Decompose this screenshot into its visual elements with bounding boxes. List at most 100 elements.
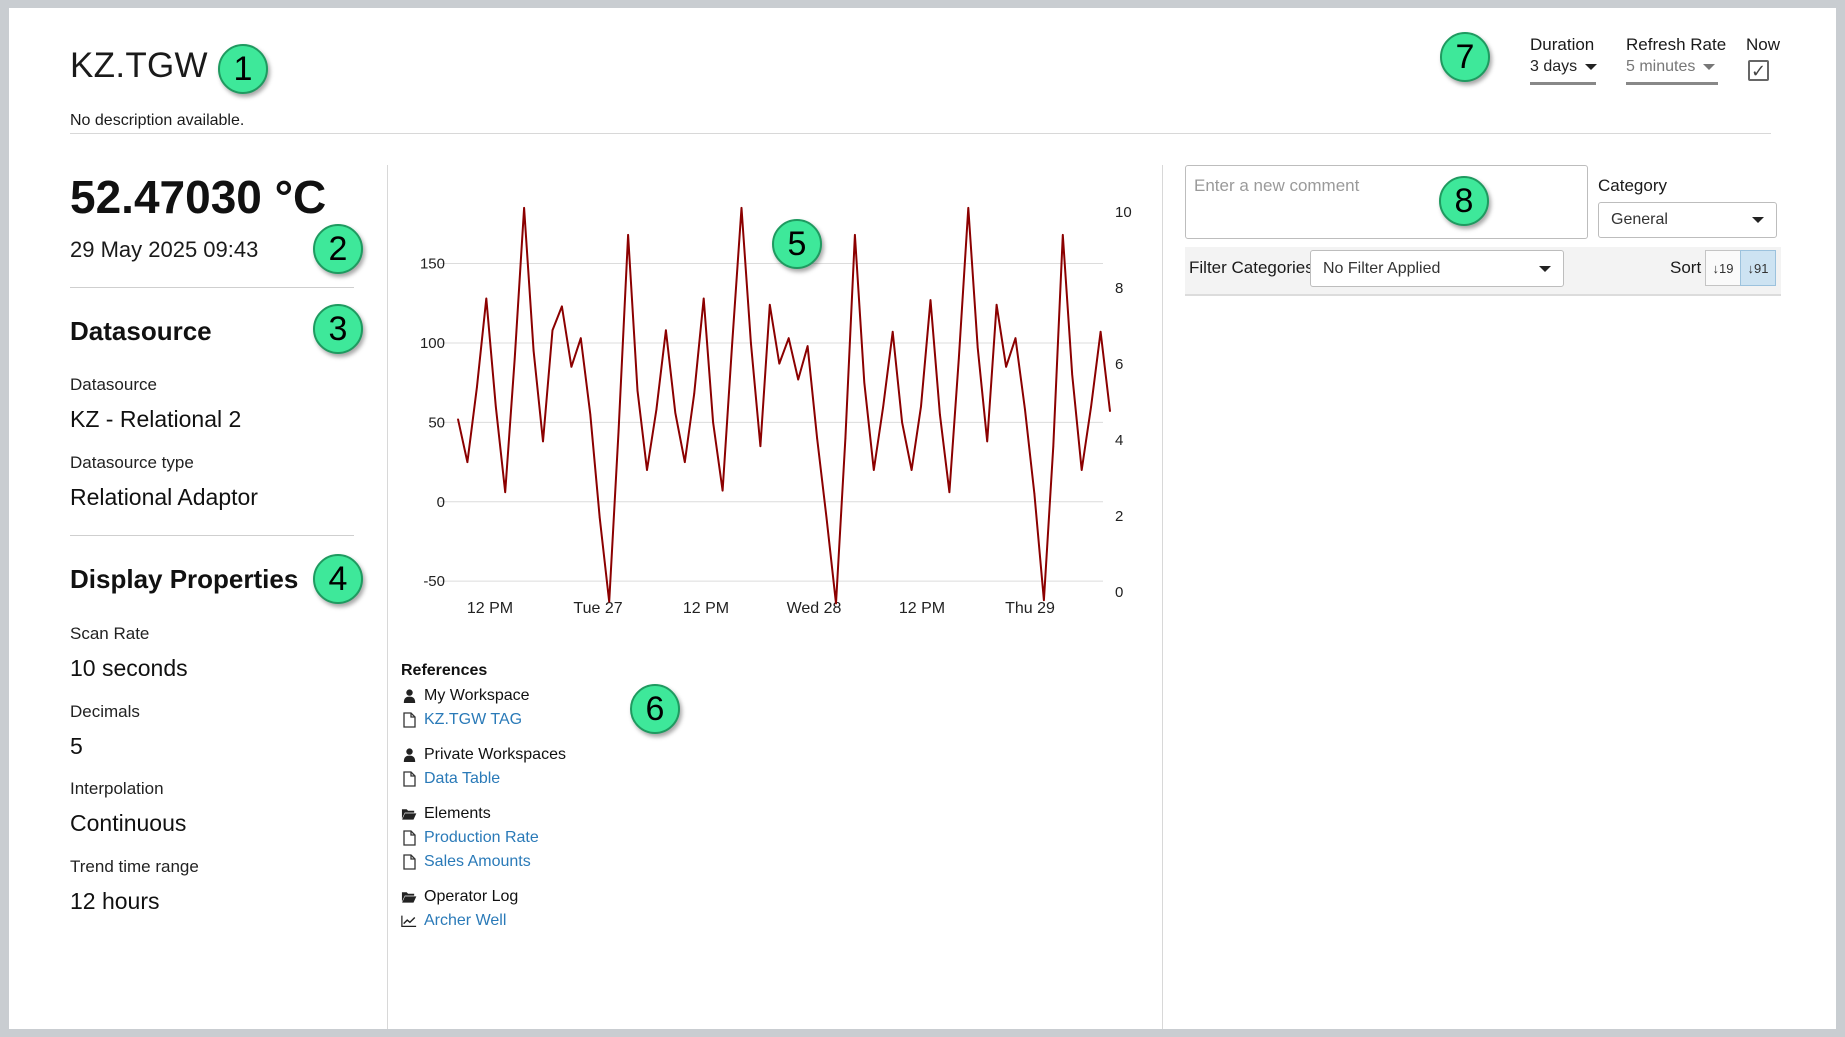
data-point — [712, 421, 714, 424]
data-point — [910, 469, 913, 471]
scan-rate-label: Scan Rate — [70, 624, 150, 643]
data-point — [1024, 408, 1026, 411]
x-tick-label: Tue 27 — [573, 600, 622, 617]
duration-label: Duration — [1530, 35, 1595, 54]
data-point — [976, 346, 979, 349]
reference-link-label[interactable]: Data Table — [424, 770, 501, 787]
decimals-label: Decimals — [70, 702, 140, 721]
data-point — [901, 421, 903, 424]
data-point — [929, 299, 932, 301]
filter-categories-select[interactable]: No Filter Applied — [1310, 250, 1564, 287]
data-point — [466, 461, 469, 463]
marker-badge: 7 — [1440, 32, 1490, 82]
reference-link-label[interactable]: KZ.TGW TAG — [424, 711, 523, 728]
category-select[interactable]: General — [1598, 202, 1777, 238]
reference-link[interactable]: Production Rate — [401, 826, 566, 850]
y-tick-label-right: 6 — [1115, 356, 1123, 373]
reference-group: Private Workspaces Data Table — [401, 743, 566, 791]
marker-badge: 2 — [313, 224, 363, 274]
data-point — [1090, 405, 1092, 408]
data-point — [882, 405, 884, 408]
y-tick-label-right: 8 — [1115, 280, 1123, 297]
data-point — [513, 358, 516, 360]
comment-placeholder: Enter a new comment — [1194, 176, 1360, 195]
chevron-down-icon — [1539, 265, 1551, 272]
data-point — [958, 358, 960, 360]
y-tick-label-left: 100 — [420, 335, 445, 352]
x-tick-label: 12 PM — [899, 600, 945, 617]
y-tick-label-left: 0 — [437, 494, 445, 511]
filter-value: No Filter Applied — [1323, 259, 1441, 277]
reference-group-title: Operator Log — [424, 888, 519, 905]
sort-descending-icon[interactable]: ↓91 — [1740, 250, 1776, 286]
reference-link[interactable]: KZ.TGW TAG — [401, 708, 566, 732]
data-point — [665, 329, 667, 331]
refresh-rate-value: 5 minutes — [1626, 58, 1696, 75]
data-point — [1071, 373, 1073, 376]
x-tick-label: Wed 28 — [787, 600, 842, 617]
data-point — [1033, 493, 1036, 495]
folder-open-icon — [401, 889, 417, 905]
reference-link-label[interactable]: Production Rate — [424, 829, 539, 846]
data-point — [948, 491, 951, 494]
marker-badge: 3 — [313, 304, 363, 354]
column-divider — [1162, 165, 1163, 1029]
data-point — [1099, 331, 1102, 333]
data-point — [816, 437, 818, 439]
marker-badge: 4 — [313, 554, 363, 604]
data-point — [1109, 410, 1111, 412]
data-point — [532, 350, 535, 352]
reference-group: Operator Log Archer Well — [401, 885, 566, 933]
data-point — [1052, 445, 1055, 447]
user-icon — [401, 747, 417, 763]
document-icon — [401, 771, 417, 787]
reference-link-label[interactable]: Archer Well — [424, 912, 507, 929]
refresh-rate-underline — [1626, 82, 1718, 85]
now-control: Now ✓ — [1746, 35, 1780, 81]
current-timestamp: 29 May 2025 09:43 — [70, 237, 259, 262]
document-icon — [401, 854, 417, 870]
divider — [70, 287, 354, 288]
data-point — [825, 516, 828, 519]
datasource-heading: Datasource — [70, 316, 212, 346]
reference-link[interactable]: Archer Well — [401, 909, 566, 933]
column-divider — [387, 165, 388, 1029]
data-point — [995, 304, 998, 306]
sort-ascending-icon[interactable]: ↓19 — [1705, 250, 1741, 286]
data-point — [967, 207, 970, 209]
data-point — [721, 489, 724, 492]
y-tick-label-right: 4 — [1115, 432, 1123, 449]
reference-link-label[interactable]: Sales Amounts — [424, 853, 531, 870]
trend-chart[interactable]: 150 100 50 0 -50 10 8 6 4 2 0 12 PM Tue 27 12 PM Wed 2… — [395, 190, 1145, 630]
data-point — [674, 412, 677, 414]
reference-group-title: Elements — [424, 805, 491, 822]
data-point — [551, 329, 554, 331]
document-icon — [401, 712, 417, 728]
x-tick-label: 12 PM — [683, 600, 729, 617]
sort-label: Sort — [1670, 258, 1702, 277]
data-point — [485, 297, 488, 300]
comment-input[interactable]: Enter a new comment — [1185, 165, 1588, 239]
marker-badge: 6 — [630, 684, 680, 734]
interpolation-value: Continuous — [70, 810, 187, 836]
marker-badge: 1 — [218, 44, 268, 94]
data-point — [863, 381, 866, 384]
reference-link[interactable]: Data Table — [401, 767, 566, 791]
refresh-rate-control[interactable]: Refresh Rate 5 minutes — [1626, 35, 1726, 85]
data-point — [589, 413, 592, 416]
data-point — [1014, 337, 1017, 339]
reference-group-title: Private Workspaces — [424, 746, 566, 763]
data-point — [570, 366, 573, 368]
data-point — [854, 234, 856, 236]
duration-control[interactable]: Duration 3 days — [1530, 35, 1598, 85]
scan-rate-value: 10 seconds — [70, 655, 188, 681]
datasource-type-label: Datasource type — [70, 453, 194, 472]
data-point — [1062, 234, 1064, 236]
reference-link[interactable]: Sales Amounts — [401, 850, 566, 874]
folder-open-icon — [401, 806, 417, 822]
data-point — [617, 429, 620, 432]
data-point — [835, 602, 837, 605]
page-title: KZ.TGW — [70, 46, 208, 85]
data-point — [778, 362, 781, 365]
now-checkbox[interactable]: ✓ — [1748, 60, 1769, 81]
